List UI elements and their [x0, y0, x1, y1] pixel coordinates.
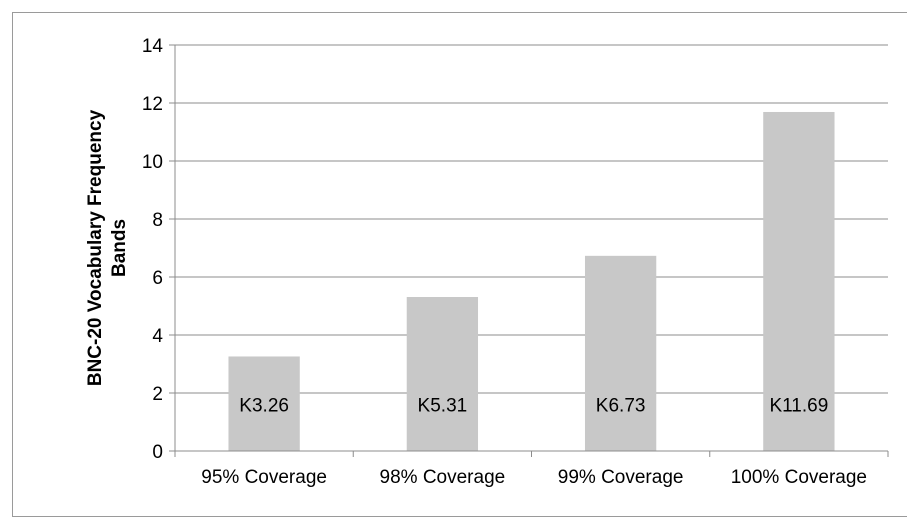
bar-0 [228, 356, 300, 451]
y-tick-label-2: 2 [152, 384, 163, 405]
x-tick-label-1: 98% Coverage [380, 467, 506, 488]
y-tick-label-0: 0 [152, 442, 163, 463]
y-tick-label-10: 10 [142, 152, 163, 173]
y-tick-label-8: 8 [152, 210, 163, 231]
bar-1 [406, 297, 479, 451]
y-tick-label-12: 12 [142, 94, 163, 115]
x-tick-label-3: 100% Coverage [731, 467, 867, 488]
y-tick-label-4: 4 [152, 326, 163, 347]
axes [169, 44, 889, 457]
data-label-2: K6.73 [596, 396, 646, 417]
y-tick-label-14: 14 [142, 36, 164, 57]
x-tick-label-0: 95% Coverage [201, 467, 327, 488]
data-label-1: K5.31 [418, 396, 468, 417]
y-tick-labels: 0 2 4 6 8 10 12 14 [142, 36, 164, 463]
y-axis-title: BNC-20 Vocabulary Frequency Bands [85, 109, 130, 386]
data-label-3: K11.69 [769, 396, 828, 417]
x-tick-label-2: 99% Coverage [558, 467, 684, 488]
bar-3 [763, 111, 835, 452]
x-tick-labels: 95% Coverage 98% Coverage 99% Coverage 100%… [201, 467, 867, 488]
data-label-0: K3.26 [239, 396, 289, 417]
bars [228, 111, 835, 452]
y-tick-label-6: 6 [152, 268, 163, 289]
data-labels: K3.26 K5.31 K6.73 K11.69 [239, 396, 828, 417]
bar-2 [584, 255, 657, 451]
